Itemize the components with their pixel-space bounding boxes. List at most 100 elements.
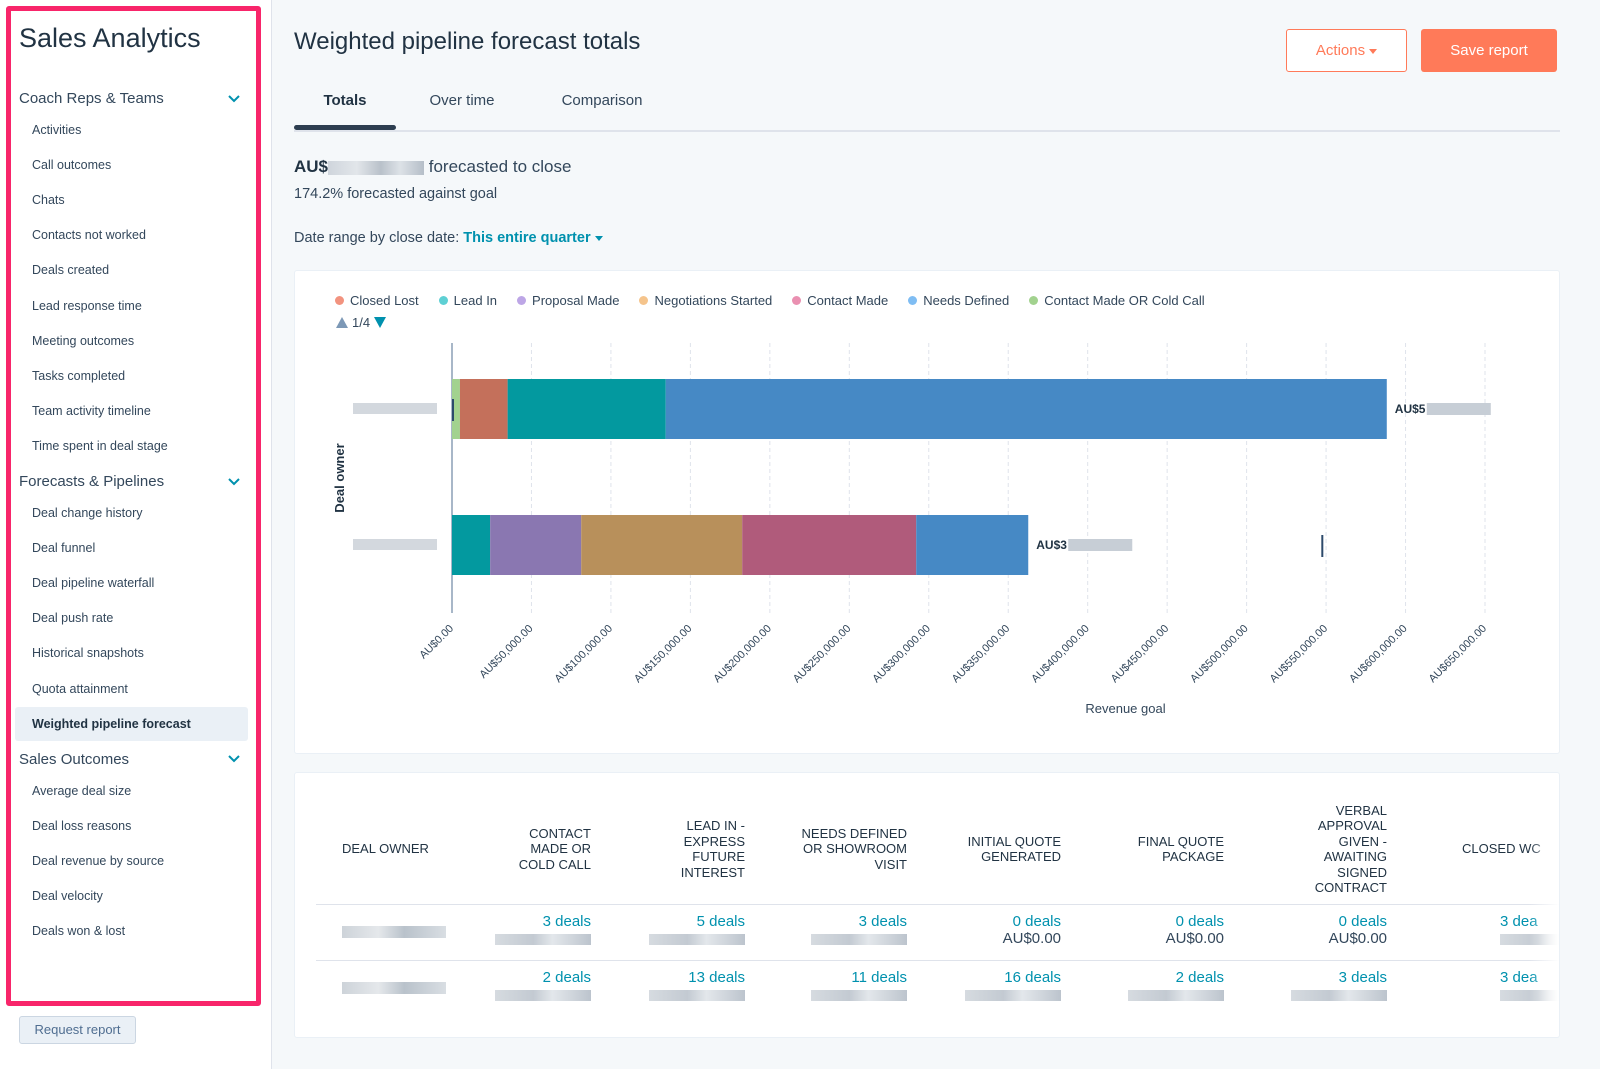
request-report-button[interactable]: Request report bbox=[19, 1016, 136, 1044]
sidebar-item[interactable]: Deals created bbox=[32, 263, 110, 278]
owner-name-redacted bbox=[353, 403, 437, 414]
chevron-down-icon[interactable] bbox=[227, 92, 241, 106]
table-cell: 0 deals AU$0.00 bbox=[1003, 913, 1061, 947]
sidebar-item[interactable]: Average deal size bbox=[32, 783, 132, 798]
legend-label: Closed Lost bbox=[350, 293, 419, 308]
column-header[interactable]: CONTACT MADE OR COLD CALL bbox=[518, 825, 591, 872]
sidebar-item[interactable]: Historical snapshots bbox=[32, 646, 144, 661]
column-header[interactable]: NEEDS DEFINED OR SHOWROOM VISIT bbox=[801, 825, 907, 872]
column-header[interactable]: CLOSED WC bbox=[1462, 841, 1541, 857]
legend-label: Contact Made OR Cold Call bbox=[1044, 293, 1205, 308]
sidebar-item[interactable]: Deals won & lost bbox=[32, 924, 126, 939]
sidebar-item[interactable]: Lead response time bbox=[32, 298, 142, 313]
deal-count-link[interactable]: 5 deals bbox=[696, 913, 745, 930]
deal-count-link[interactable]: 11 deals bbox=[851, 969, 907, 986]
sidebar-item[interactable]: Deal revenue by source bbox=[32, 853, 165, 868]
sidebar-item[interactable]: Tasks completed bbox=[32, 368, 126, 383]
sidebar-item[interactable]: Meeting outcomes bbox=[32, 333, 135, 348]
redacted-amount bbox=[495, 934, 591, 945]
sidebar-group-label: Sales Outcomes bbox=[19, 750, 130, 768]
legend-dot-icon bbox=[517, 296, 527, 305]
deal-count-link[interactable]: 0 deals bbox=[1338, 913, 1387, 930]
page-title: Weighted pipeline forecast totals bbox=[294, 28, 641, 55]
sidebar-nav: Sales Analytics Coach Reps & Teams Activi… bbox=[6, 6, 261, 1006]
deal-count-link[interactable]: 3 deals bbox=[542, 913, 591, 930]
legend-label: Negotiations Started bbox=[654, 293, 773, 308]
deal-amount: AU$0.00 bbox=[1002, 930, 1061, 947]
bar-segment bbox=[665, 379, 1387, 439]
legend-label: Lead In bbox=[453, 293, 498, 308]
sidebar-item[interactable]: Deal pipeline waterfall bbox=[32, 576, 155, 591]
bar-total-label: AU$3 bbox=[1036, 538, 1067, 552]
x-tick-label: AU$550,000.00 bbox=[1268, 623, 1331, 686]
sidebar-item[interactable]: Time spent in deal stage bbox=[32, 438, 168, 453]
legend-next-icon[interactable] bbox=[374, 317, 387, 328]
owner-name-redacted[interactable] bbox=[342, 982, 446, 994]
legend-item[interactable]: Contact Made bbox=[792, 293, 888, 308]
sidebar-group-header[interactable]: Coach Reps & Teams bbox=[19, 90, 241, 107]
redacted-amount bbox=[328, 160, 425, 175]
deal-count-link[interactable]: 3 dea bbox=[1500, 969, 1538, 986]
table-cell: 2 deals bbox=[1128, 969, 1224, 1005]
chevron-down-icon[interactable] bbox=[227, 475, 241, 489]
owner-name-redacted bbox=[353, 539, 437, 550]
legend-item[interactable]: Closed Lost bbox=[335, 293, 419, 308]
tab-over-time[interactable]: Over time bbox=[429, 92, 495, 109]
x-tick-label: AU$500,000.00 bbox=[1188, 623, 1251, 686]
deal-count-link[interactable]: 3 deals bbox=[858, 913, 907, 930]
table-cell: 11 deals bbox=[811, 969, 907, 1005]
sidebar-item[interactable]: Deal loss reasons bbox=[32, 818, 132, 833]
deal-count-link[interactable]: 0 deals bbox=[1175, 913, 1224, 930]
legend-dot-icon bbox=[1029, 296, 1039, 305]
actions-button[interactable]: Actions bbox=[1286, 29, 1407, 72]
legend-item[interactable]: Negotiations Started bbox=[639, 293, 772, 308]
sidebar-item[interactable]: Call outcomes bbox=[32, 158, 112, 173]
sidebar-group-header[interactable]: Sales Outcomes bbox=[19, 751, 241, 768]
chevron-down-icon[interactable] bbox=[227, 752, 241, 766]
deal-count-link[interactable]: 3 dea bbox=[1500, 913, 1538, 930]
deal-count-link[interactable]: 2 deals bbox=[1175, 969, 1224, 986]
tab-comparison[interactable]: Comparison bbox=[561, 92, 643, 109]
sidebar-item[interactable]: Chats bbox=[32, 193, 65, 208]
legend-item[interactable]: Needs Defined bbox=[908, 293, 1009, 308]
deal-count-link[interactable]: 2 deals bbox=[542, 969, 591, 986]
save-report-button[interactable]: Save report bbox=[1421, 29, 1557, 72]
sidebar-item[interactable]: Activities bbox=[32, 123, 82, 137]
column-header[interactable]: INITIAL QUOTE GENERATED bbox=[967, 833, 1061, 865]
sidebar-item[interactable]: Team activity timeline bbox=[32, 403, 151, 418]
tab-totals[interactable]: Totals bbox=[323, 92, 367, 109]
sidebar-item[interactable]: Deal change history bbox=[32, 506, 143, 520]
legend-item[interactable]: Contact Made OR Cold Call bbox=[1029, 293, 1205, 308]
sidebar-item[interactable]: Weighted pipeline forecast bbox=[15, 706, 248, 741]
row-divider bbox=[316, 960, 1559, 961]
date-range-dropdown[interactable]: This entire quarter bbox=[463, 230, 603, 246]
column-header[interactable]: VERBAL APPROVAL GIVEN - AWAITING SIGNED CONTR… bbox=[1314, 802, 1387, 896]
legend-item[interactable]: Proposal Made bbox=[517, 293, 619, 308]
owner-name-redacted[interactable] bbox=[342, 926, 446, 938]
legend-item[interactable]: Lead In bbox=[438, 293, 498, 308]
x-tick-label: AU$450,000.00 bbox=[1109, 623, 1172, 686]
bar-segment bbox=[452, 515, 491, 575]
sidebar-item[interactable]: Quota attainment bbox=[32, 681, 128, 696]
sidebar-item[interactable]: Contacts not worked bbox=[32, 228, 146, 243]
deal-count-link[interactable]: 16 deals bbox=[1004, 969, 1061, 986]
bar-segment bbox=[507, 379, 666, 439]
redacted-amount bbox=[649, 990, 745, 1001]
sidebar-item[interactable]: Deal funnel bbox=[32, 541, 96, 556]
column-header[interactable]: FINAL QUOTE PACKAGE bbox=[1137, 833, 1224, 865]
legend-prev-icon[interactable] bbox=[336, 317, 348, 328]
deal-count-link[interactable]: 13 deals bbox=[688, 969, 745, 986]
deal-count-link[interactable]: 0 deals bbox=[1012, 913, 1061, 930]
sidebar-item[interactable]: Deal push rate bbox=[32, 611, 114, 626]
deal-count-link[interactable]: 3 deals bbox=[1338, 969, 1387, 986]
table-cell: 2 deals bbox=[495, 969, 591, 1005]
redacted-amount bbox=[811, 990, 907, 1001]
date-range-value: This entire quarter bbox=[463, 230, 591, 246]
forecast-suffix: forecasted to close bbox=[428, 157, 572, 176]
x-tick-label: AU$100,000.00 bbox=[552, 623, 615, 686]
column-header[interactable]: LEAD IN - EXPRESS FUTURE INTEREST bbox=[680, 818, 745, 880]
sidebar-group-header[interactable]: Forecasts & Pipelines bbox=[19, 473, 241, 490]
bar-segment bbox=[742, 515, 917, 575]
sidebar-item[interactable]: Deal velocity bbox=[32, 889, 103, 903]
column-header[interactable]: DEAL OWNER bbox=[342, 841, 429, 857]
